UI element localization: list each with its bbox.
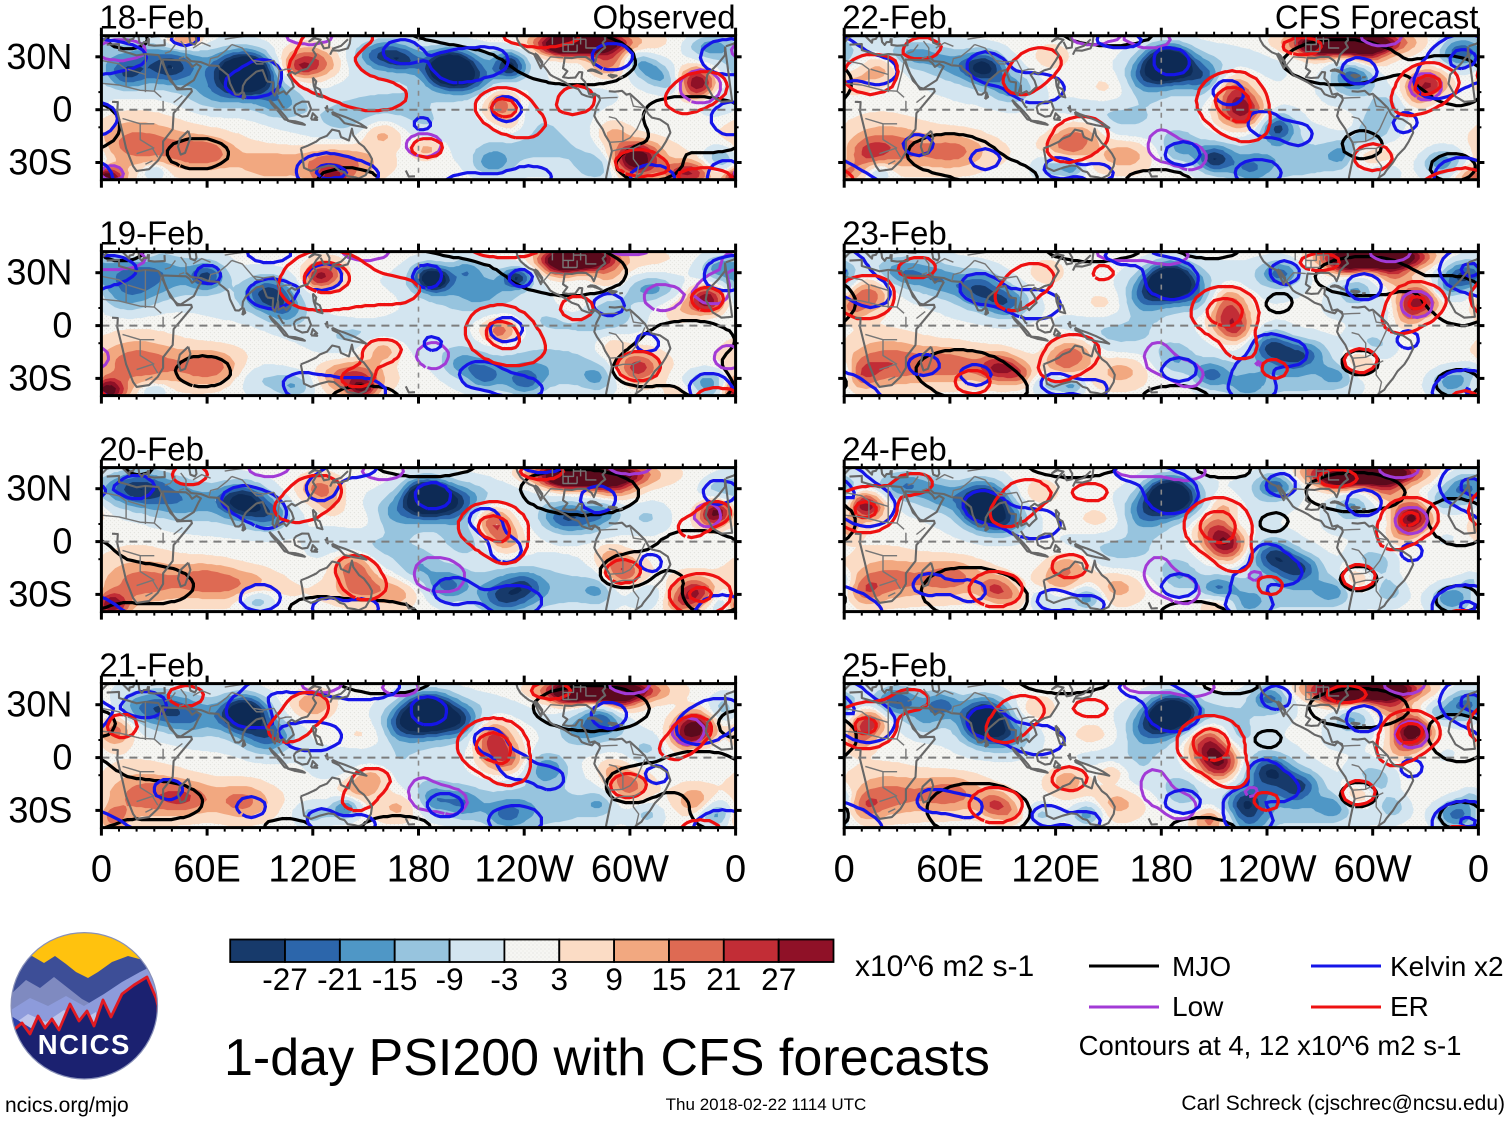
svg-text:19-Feb: 19-Feb xyxy=(99,215,204,252)
svg-text:0: 0 xyxy=(52,305,72,346)
svg-text:0: 0 xyxy=(834,849,855,891)
svg-text:21: 21 xyxy=(706,961,741,997)
svg-text:30S: 30S xyxy=(8,789,72,830)
svg-text:3: 3 xyxy=(551,961,569,997)
svg-text:-21: -21 xyxy=(317,961,363,997)
svg-text:120E: 120E xyxy=(268,849,357,891)
svg-text:30N: 30N xyxy=(6,252,72,293)
svg-text:30S: 30S xyxy=(8,142,72,183)
svg-text:-9: -9 xyxy=(436,961,464,997)
svg-text:-27: -27 xyxy=(262,961,308,997)
svg-text:-15: -15 xyxy=(372,961,418,997)
svg-text:0: 0 xyxy=(725,849,746,891)
svg-text:15: 15 xyxy=(651,961,686,997)
svg-text:MJO: MJO xyxy=(1172,951,1231,982)
svg-text:180: 180 xyxy=(387,849,450,891)
svg-text:27: 27 xyxy=(761,961,796,997)
svg-text:120W: 120W xyxy=(475,849,574,891)
svg-text:Thu 2018-02-22 1114 UTC: Thu 2018-02-22 1114 UTC xyxy=(666,1095,867,1114)
svg-text:60E: 60E xyxy=(916,849,984,891)
svg-text:18-Feb: 18-Feb xyxy=(99,0,204,36)
svg-text:60W: 60W xyxy=(591,849,669,891)
svg-text:21-Feb: 21-Feb xyxy=(99,647,204,684)
svg-text:120W: 120W xyxy=(1217,849,1316,891)
svg-text:30N: 30N xyxy=(6,468,72,509)
svg-text:NCICS: NCICS xyxy=(38,1029,131,1060)
svg-text:120E: 120E xyxy=(1011,849,1100,891)
svg-text:60W: 60W xyxy=(1334,849,1412,891)
svg-text:x10^6 m2 s-1: x10^6 m2 s-1 xyxy=(855,950,1034,983)
svg-text:1-day PSI200 with CFS forecast: 1-day PSI200 with CFS forecasts xyxy=(224,1029,990,1087)
svg-text:ncics.org/mjo: ncics.org/mjo xyxy=(5,1094,129,1117)
svg-text:0: 0 xyxy=(52,737,72,778)
svg-text:9: 9 xyxy=(605,961,623,997)
svg-text:60E: 60E xyxy=(173,849,241,891)
svg-text:Low: Low xyxy=(1172,991,1224,1022)
svg-text:20-Feb: 20-Feb xyxy=(99,431,204,468)
svg-text:Contours at 4, 12 x10^6 m2 s-1: Contours at 4, 12 x10^6 m2 s-1 xyxy=(1079,1030,1462,1061)
svg-text:30S: 30S xyxy=(8,573,72,614)
svg-text:30N: 30N xyxy=(6,36,72,77)
svg-text:180: 180 xyxy=(1130,849,1193,891)
svg-text:23-Feb: 23-Feb xyxy=(842,215,947,252)
svg-text:ER: ER xyxy=(1390,991,1429,1022)
svg-text:24-Feb: 24-Feb xyxy=(842,431,947,468)
svg-text:0: 0 xyxy=(52,521,72,562)
svg-text:0: 0 xyxy=(1468,849,1489,891)
svg-text:Observed: Observed xyxy=(593,0,736,36)
svg-text:22-Feb: 22-Feb xyxy=(842,0,947,36)
svg-text:Carl Schreck (cjschrec@ncsu.ed: Carl Schreck (cjschrec@ncsu.edu) xyxy=(1181,1092,1505,1115)
svg-text:-3: -3 xyxy=(490,961,518,997)
svg-text:30N: 30N xyxy=(6,684,72,725)
svg-text:0: 0 xyxy=(91,849,112,891)
svg-text:30S: 30S xyxy=(8,357,72,398)
svg-text:Kelvin x2: Kelvin x2 xyxy=(1390,951,1504,982)
svg-text:0: 0 xyxy=(52,89,72,130)
svg-text:25-Feb: 25-Feb xyxy=(842,647,947,684)
svg-text:CFS Forecast: CFS Forecast xyxy=(1275,0,1479,36)
